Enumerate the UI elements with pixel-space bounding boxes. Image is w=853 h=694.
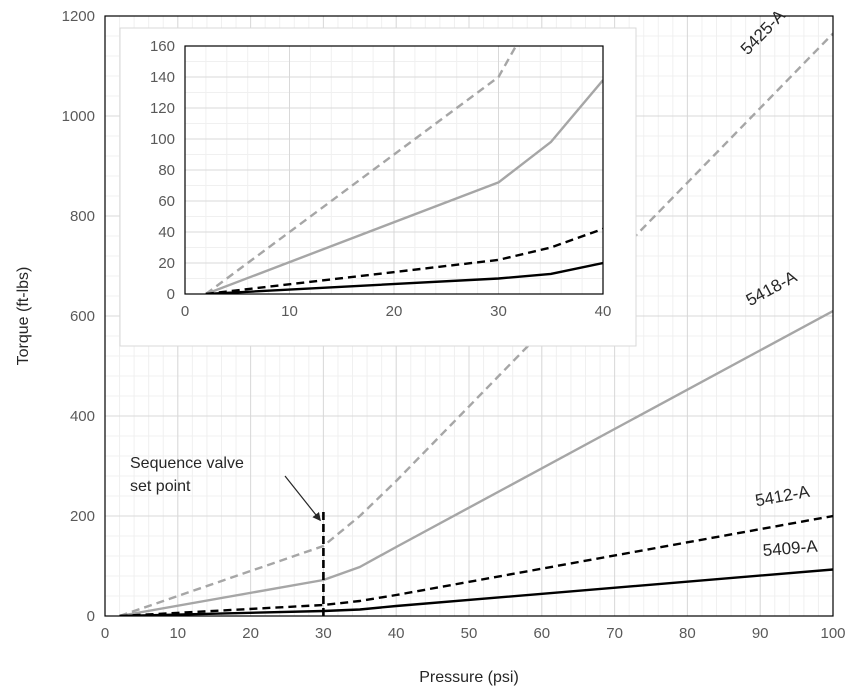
main-x-tick-label: 70	[606, 625, 623, 642]
inset-tick-labels: 0 10 20 30 40 0 20 40 60 80 100 120 140 160	[150, 38, 611, 320]
main-y-tick-label: 400	[70, 408, 95, 425]
annotation-text-line1: Sequence valve	[130, 455, 244, 472]
inset-y-tick-label: 160	[150, 38, 175, 55]
main-x-tick-label: 40	[388, 625, 405, 642]
series-label-5418-a: 5418-A	[743, 267, 801, 310]
main-y-tick-label: 1200	[62, 8, 95, 25]
series-label-5412-a: 5412-A	[754, 482, 812, 511]
inset-y-tick-label: 40	[158, 224, 175, 241]
main-x-tick-label: 20	[242, 625, 259, 642]
inset-series-line-series-1	[205, 79, 603, 294]
inset-x-tick-label: 0	[181, 303, 189, 320]
main-y-tick-label: 0	[87, 608, 95, 625]
inset-y-tick-label: 120	[150, 100, 175, 117]
main-plot-frame	[104, 15, 834, 617]
main-x-tick-label: 10	[169, 625, 186, 642]
inset-x-tick-label: 40	[595, 303, 612, 320]
main-tick-labels: 0 10 20 30 40 50 60 70 80 90 100020040060080010001…	[62, 8, 846, 642]
annotation-text-line2: set point	[130, 478, 191, 495]
inset-y-tick-label: 100	[150, 131, 175, 148]
main-x-tick-label: 100	[820, 625, 845, 642]
main-y-tick-label: 1000	[62, 108, 95, 125]
main-x-tick-label: 90	[752, 625, 769, 642]
main-x-tick-label: 30	[315, 625, 332, 642]
main-series-group	[119, 32, 833, 616]
inset-y-tick-label: 140	[150, 69, 175, 86]
series-label-5409-a: 5409-A	[762, 537, 819, 561]
main-x-tick-label: 0	[101, 625, 109, 642]
inset-background	[119, 27, 637, 347]
main-x-tick-label: 60	[533, 625, 550, 642]
main-x-tick-label: 50	[461, 625, 478, 642]
inset-series-group	[205, 46, 603, 294]
inset-y-tick-label: 0	[167, 286, 175, 303]
main-y-tick-label: 800	[70, 208, 95, 225]
inset-x-tick-label: 10	[281, 303, 298, 320]
inset-y-tick-label: 60	[158, 193, 175, 210]
inset-plot-frame	[184, 45, 604, 295]
inset-series-line-series-3	[205, 261, 603, 294]
main-series-line-5418-a	[119, 309, 833, 616]
main-x-tick-label: 80	[679, 625, 696, 642]
inset-series-line-series-0	[205, 46, 518, 294]
main-y-tick-label: 600	[70, 308, 95, 325]
series-label-5425-a: 5425-A	[737, 6, 789, 59]
y-axis-title: Torque (ft-lbs)	[15, 267, 32, 366]
inset-y-tick-label: 20	[158, 255, 175, 272]
inset-x-tick-label: 20	[386, 303, 403, 320]
inset-gridlines	[184, 45, 604, 295]
main-y-tick-label: 200	[70, 508, 95, 525]
inset-y-tick-label: 80	[158, 162, 175, 179]
inset-series-line-series-2	[205, 227, 603, 294]
set-point-annotation: Sequence valve set point	[130, 455, 325, 616]
x-axis-title: Pressure (psi)	[419, 669, 519, 686]
main-series-line-5412-a	[119, 514, 833, 616]
main-series-line-5409-a	[119, 568, 833, 616]
inset-x-tick-label: 30	[490, 303, 507, 320]
annotation-arrow	[284, 475, 321, 522]
